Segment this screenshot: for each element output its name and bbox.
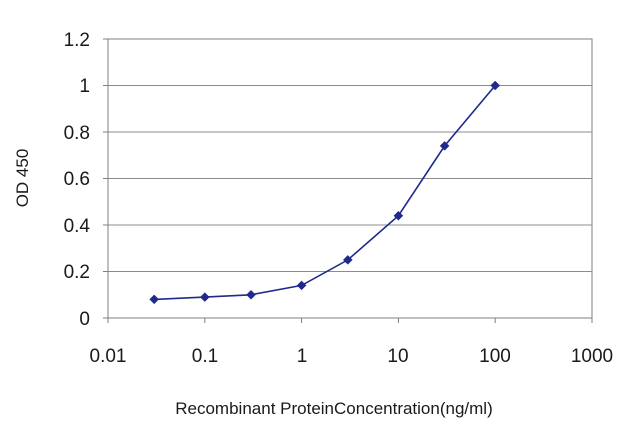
data-point: [342, 255, 353, 265]
series-line: [154, 84, 496, 301]
y-axis-title: OD 450: [13, 149, 32, 208]
data-point: [490, 80, 501, 91]
data-point: [439, 141, 450, 151]
y-tick-label: 0.6: [64, 169, 90, 190]
data-point: [246, 289, 256, 300]
data-point: [393, 210, 404, 221]
y-tick-label: 1: [79, 76, 90, 97]
x-tick-label: 1: [297, 346, 308, 367]
y-tick-label: 0: [79, 309, 90, 330]
y-tick-label: 0.2: [64, 262, 90, 283]
x-tick-label: 0.01: [90, 346, 127, 367]
x-tick-label: 1000: [571, 346, 613, 367]
x-axis-title: Recombinant ProteinConcentration(ng/ml): [175, 399, 493, 418]
gridlines: [108, 85, 592, 272]
y-tick-label: 0.4: [64, 216, 91, 237]
data-point: [199, 292, 210, 302]
x-tick-label: 100: [479, 346, 511, 367]
y-tick-label: 1.2: [64, 30, 90, 51]
y-tick-label: 0.8: [64, 123, 90, 144]
x-tick-label: 10: [387, 346, 408, 367]
axis-ticks: [103, 38, 593, 323]
data-point: [149, 294, 160, 305]
series-layer: [149, 80, 501, 305]
data-point: [296, 280, 307, 291]
x-tick-label: 0.1: [192, 346, 218, 367]
